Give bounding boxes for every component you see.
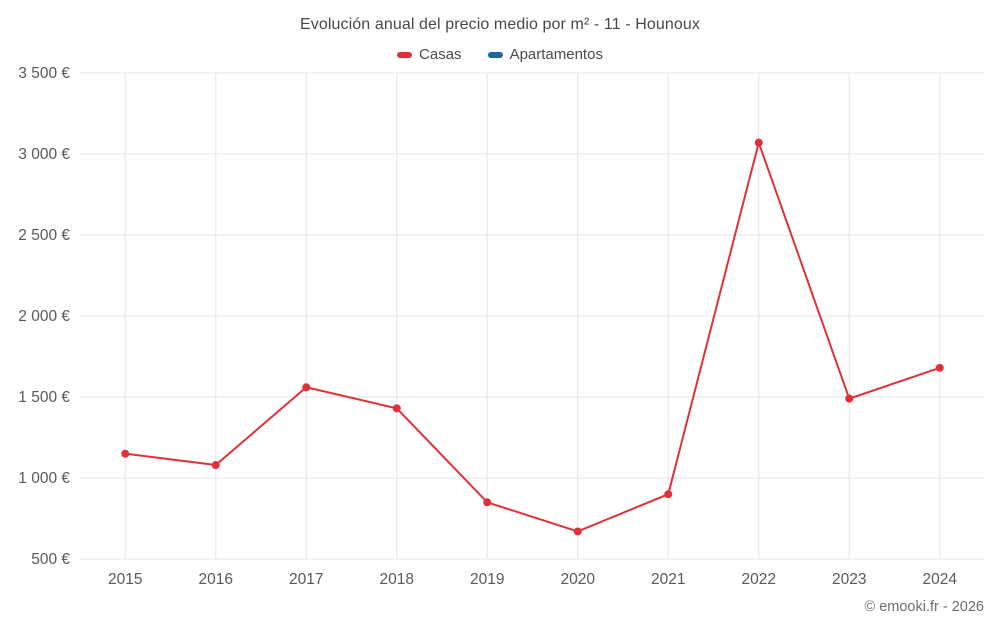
casas-data-point[interactable] bbox=[211, 461, 220, 470]
x-axis-tick-label: 2015 bbox=[108, 571, 142, 588]
casas-data-point[interactable] bbox=[754, 138, 763, 147]
x-axis-tick-label: 2024 bbox=[923, 571, 958, 588]
y-axis-tick-label: 2 500 € bbox=[18, 227, 70, 244]
y-axis-tick-label: 1 500 € bbox=[18, 389, 70, 406]
y-axis-tick-label: 1 000 € bbox=[18, 470, 70, 487]
casas-data-point[interactable] bbox=[573, 527, 582, 536]
legend-label-casas: Casas bbox=[419, 46, 462, 63]
y-grid-and-labels: 500 € 1 000 € 1 500 € 2 000 € 2 500 € 3 000 €… bbox=[18, 65, 985, 568]
y-axis-tick-label: 2 000 € bbox=[18, 308, 70, 325]
legend: Casas Apartamentos bbox=[0, 46, 1000, 63]
x-grid-and-labels: 2015 2016 2017 2018 2019 2020 2021 2022 2023 2024 bbox=[108, 73, 957, 588]
x-axis-tick-label: 2022 bbox=[742, 571, 776, 588]
x-axis-tick-label: 2020 bbox=[561, 571, 596, 588]
casas-data-point[interactable] bbox=[664, 490, 673, 499]
casas-data-point[interactable] bbox=[302, 383, 311, 392]
legend-item-casas[interactable]: Casas bbox=[397, 46, 462, 63]
casas-data-point[interactable] bbox=[483, 498, 492, 507]
x-axis-tick-label: 2021 bbox=[651, 571, 685, 588]
x-axis-tick-label: 2017 bbox=[289, 571, 323, 588]
y-axis-tick-label: 3 500 € bbox=[18, 65, 70, 82]
casas-series-marker-icon bbox=[397, 51, 413, 58]
casas-data-point[interactable] bbox=[121, 449, 130, 458]
legend-item-apartamentos[interactable]: Apartamentos bbox=[487, 46, 603, 63]
x-axis-tick-label: 2018 bbox=[380, 571, 414, 588]
x-axis-tick-label: 2019 bbox=[470, 571, 504, 588]
x-axis-tick-label: 2023 bbox=[832, 571, 866, 588]
copyright-credit-link[interactable]: © emooki.fr - 2026 bbox=[864, 599, 984, 615]
legend-label-apartamentos: Apartamentos bbox=[509, 46, 603, 63]
casas-data-point[interactable] bbox=[935, 363, 944, 372]
x-axis-tick-label: 2016 bbox=[199, 571, 233, 588]
apartamentos-series-marker-icon bbox=[487, 51, 503, 58]
y-axis-tick-label: 500 € bbox=[31, 551, 70, 568]
casas-data-point[interactable] bbox=[845, 394, 854, 403]
casas-series bbox=[121, 138, 944, 536]
casas-series-line bbox=[125, 141, 941, 533]
casas-data-point[interactable] bbox=[392, 404, 401, 413]
chart-title: Evolución anual del precio medio por m² … bbox=[300, 16, 700, 33]
y-axis-tick-label: 3 000 € bbox=[18, 146, 70, 163]
